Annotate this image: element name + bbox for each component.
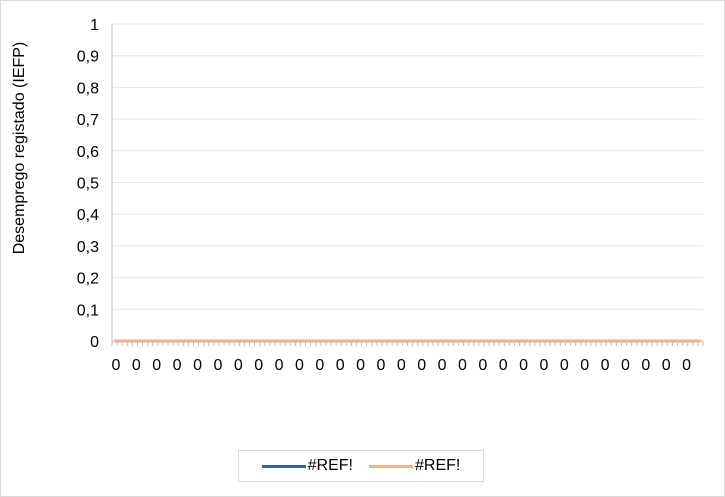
x-tick-label: 0: [295, 357, 304, 374]
x-tick-label: 0: [641, 357, 650, 374]
y-tick-label: 0,7: [77, 112, 99, 129]
x-tick-label: 0: [580, 357, 589, 374]
x-tick-label: 0: [315, 357, 324, 374]
y-tick-label: 0,5: [77, 176, 99, 193]
x-tick-label: 0: [662, 357, 671, 374]
x-tick-label: 0: [458, 357, 467, 374]
y-tick-label: 0,8: [77, 80, 99, 97]
x-tick-label: 0: [213, 357, 222, 374]
x-tick-label: 0: [438, 357, 447, 374]
y-axis-title: Desemprego registado (IEFP): [11, 42, 28, 255]
y-tick-label: 0: [90, 334, 99, 351]
y-tick-label: 0,1: [77, 302, 99, 319]
x-tick-label: 0: [356, 357, 365, 374]
legend: #REF! #REF!: [238, 450, 484, 482]
x-tick-label: 0: [519, 357, 528, 374]
x-tick-label: 0: [682, 357, 691, 374]
x-tick-label: 0: [499, 357, 508, 374]
x-tick-label: 0: [478, 357, 487, 374]
x-tick-label: 0: [560, 357, 569, 374]
gridlines: [112, 23, 703, 310]
legend-item-series-1: #REF!: [261, 457, 353, 475]
x-tick-label: 0: [621, 357, 630, 374]
x-tick-label: 0: [132, 357, 141, 374]
y-tick-label: 1: [90, 17, 99, 34]
legend-label-series-1: #REF!: [307, 457, 353, 474]
y-tick-label: 0,9: [77, 49, 99, 66]
x-tick-label: 0: [397, 357, 406, 374]
y-tick-label: 0,3: [77, 239, 99, 256]
y-tick-label: 0,6: [77, 144, 99, 161]
legend-swatch-series-2: [369, 464, 413, 468]
y-tick-label: 0,4: [77, 207, 99, 224]
legend-swatch-series-1: [261, 464, 306, 468]
x-tick-label: 0: [234, 357, 243, 374]
x-tick-label: 0: [601, 357, 610, 374]
legend-label-series-2: #REF!: [415, 457, 461, 474]
x-tick-label: 0: [336, 357, 345, 374]
y-tick-label: 0,2: [77, 271, 99, 288]
y-axis: 0 0,1 0,2 0,3 0,4 0,5 0,6 0,7 0,8 0,9 1: [77, 17, 113, 351]
x-tick-label: 0: [112, 357, 121, 374]
x-tick-label: 0: [254, 357, 263, 374]
x-tick-label: 0: [540, 357, 549, 374]
x-tick-label: 0: [193, 357, 202, 374]
x-tick-label: 0: [275, 357, 284, 374]
x-tick-label: 0: [376, 357, 385, 374]
x-tick-label: 0: [417, 357, 426, 374]
x-tick-label: 0: [152, 357, 161, 374]
legend-item-series-2: #REF!: [369, 457, 460, 475]
x-tick-label: 0: [173, 357, 182, 374]
